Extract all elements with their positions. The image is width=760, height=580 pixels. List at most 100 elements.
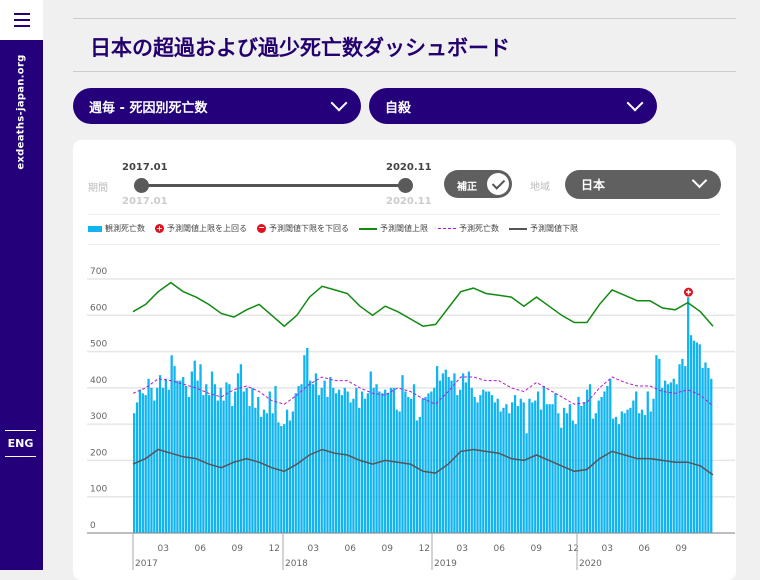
bar [156,387,159,533]
month-tick-label: 09 [231,544,243,554]
legend-expected[interactable]: 予測死亡数 [438,223,499,234]
legend-below[interactable]: − 予測閾値下限を下回る [257,223,349,234]
bar [516,406,520,533]
dataset-dropdown[interactable]: 週毎 - 死因別死亡数 [73,88,361,124]
bar [464,382,468,533]
bar [704,362,707,533]
bar [620,411,623,533]
bar [280,425,283,533]
bar [640,409,644,533]
bar [283,424,286,533]
legend-upper[interactable]: 予測閾値上限 [359,223,428,234]
period-slider-track[interactable] [141,184,405,187]
region-dropdown[interactable]: 日本 [565,170,721,199]
bar [144,395,147,533]
bar [499,411,502,533]
period-end-handle[interactable] [398,178,413,193]
start-date-sub: 2017.01 [122,196,168,207]
region-value: 日本 [581,178,606,192]
bar [158,375,162,533]
bar [245,387,248,533]
bar [606,386,609,533]
bar [389,387,393,533]
bar [560,427,563,533]
bar [637,413,641,533]
bar [314,373,318,533]
bar [557,413,560,533]
bar [277,422,280,533]
legend-label: 観測死亡数 [105,224,145,233]
bar [291,411,294,533]
bar [248,406,251,533]
language-toggle[interactable]: ENG [5,430,36,457]
bar [369,371,372,533]
bar [476,402,479,533]
month-tick-label: 12 [268,544,279,554]
bar [461,373,465,533]
period-start-handle[interactable] [134,178,149,193]
start-date: 2017.01 [122,162,168,173]
legend-label: 予測閾値下限 [530,224,578,233]
bar [513,395,517,533]
chart: 0 100 200 300 400 500 600 700 2017 03 06 09 12 2018 03… [87,267,735,570]
bar [306,347,309,533]
bar [441,373,445,533]
bar [646,391,649,533]
bar [265,413,269,533]
bar [173,366,176,533]
bar [225,382,228,533]
hamburger-menu-icon[interactable] [0,0,43,40]
bar [161,387,165,533]
bar [453,373,456,533]
month-tick-label: 09 [675,544,687,554]
bar [447,376,450,533]
chevron-down-icon [330,94,348,112]
bar [349,402,352,533]
bar [395,409,398,533]
legend-observed[interactable]: 観測死亡数 [88,223,145,234]
bar [424,396,427,533]
legend-label: 予測死亡数 [459,224,499,233]
bar [591,418,595,533]
bar [525,433,528,533]
cause-dropdown[interactable]: 自殺 [369,88,657,124]
bar [337,389,341,533]
bar [698,344,701,533]
month-tick-label: 03 [157,544,168,554]
bar [643,415,647,533]
legend-above[interactable]: + 予測閾値上限を上回る [155,223,247,234]
bar [577,396,580,533]
bar [511,402,514,533]
bar [326,396,329,533]
site-name[interactable]: exdeaths-japan.org [15,54,27,170]
bar [392,387,395,533]
bar [508,413,511,533]
bar [687,297,690,533]
month-tick-label: 03 [601,544,612,554]
lower-threshold-line [132,448,714,476]
bar [153,400,156,533]
legend-lower[interactable]: 予測閾値下限 [509,223,578,234]
bar [655,355,658,533]
bar [355,387,358,533]
bar [430,391,433,533]
month-tick-label: 03 [307,544,318,554]
month-tick-label: 06 [194,544,206,554]
bar [415,420,419,533]
bar [456,395,459,533]
bar [268,391,271,533]
year-label: 2018 [285,559,308,569]
bar [493,402,496,533]
adjust-toggle[interactable]: 補正 [444,170,512,198]
y-tick-label: 500 [90,340,107,350]
bar [522,402,525,533]
bar [485,391,488,533]
dataset-value: 週毎 - 死因別死亡数 [89,101,208,116]
bar [190,371,193,533]
bar [502,407,505,533]
bar [574,424,577,533]
bar [150,387,153,533]
bar [133,413,136,533]
y-tick-label: 100 [90,485,107,495]
divider [88,244,720,245]
